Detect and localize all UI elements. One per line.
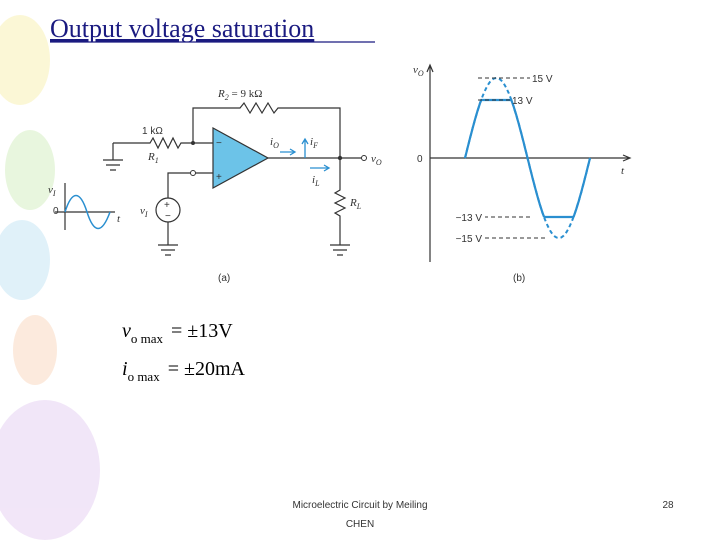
circuit: − + + − bbox=[55, 101, 367, 256]
label: t bbox=[621, 165, 625, 177]
page-number: 28 bbox=[662, 500, 674, 511]
waveform: vO 0 t 15 V 13 V −13 V −15 V (b) bbox=[413, 63, 632, 284]
svg-text:−: − bbox=[216, 138, 222, 149]
level-label: 15 V bbox=[532, 74, 553, 85]
footer: Microelectric Circuit by Meiling bbox=[292, 500, 427, 511]
decoration bbox=[0, 15, 100, 540]
svg-text:+: + bbox=[216, 172, 222, 183]
label: RL bbox=[349, 197, 362, 211]
level-label: −13 V bbox=[456, 213, 483, 224]
svg-text:+: + bbox=[164, 200, 170, 211]
caption: (b) bbox=[513, 273, 525, 284]
label: iF bbox=[310, 136, 318, 150]
label: 0 bbox=[417, 154, 423, 165]
label: iO bbox=[270, 136, 279, 150]
level-label: 13 V bbox=[512, 96, 533, 107]
title: Output voltage saturation bbox=[50, 14, 314, 43]
equation: vo max = ±13V bbox=[122, 320, 233, 346]
footer: CHEN bbox=[346, 519, 374, 530]
label: vI bbox=[140, 205, 148, 219]
label: vI bbox=[48, 184, 56, 198]
label: vO bbox=[413, 64, 424, 78]
label: R1 bbox=[147, 151, 159, 165]
label: iL bbox=[312, 174, 320, 188]
label: t bbox=[117, 213, 121, 225]
circuit-labels: R2 = 9 kΩ 1 kΩ R1 iO iF iL vO RL vI vI 0… bbox=[48, 88, 382, 284]
label: vO bbox=[371, 153, 382, 167]
equation: io max = ±20mA bbox=[122, 358, 246, 384]
label: 1 kΩ bbox=[142, 126, 163, 137]
label: 0 bbox=[53, 206, 59, 217]
caption: (a) bbox=[218, 273, 230, 284]
label: R2 = 9 kΩ bbox=[217, 88, 262, 102]
svg-text:−: − bbox=[165, 211, 171, 222]
level-label: −15 V bbox=[456, 234, 483, 245]
